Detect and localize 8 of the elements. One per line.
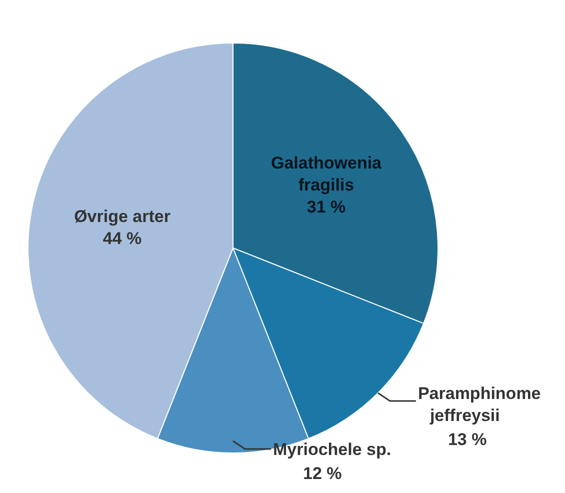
data-label: 44 % xyxy=(102,228,142,248)
data-label: 12 % xyxy=(303,464,342,483)
slice-label: Paramphinome jeffreysii xyxy=(418,384,541,425)
data-label: 13 % xyxy=(448,430,487,449)
slice-label: Galathowenia fragilis xyxy=(270,154,382,195)
slice-label: Myriochele sp. xyxy=(273,440,392,459)
slice-label: Øvrige arter xyxy=(74,206,171,226)
data-label: 31 % xyxy=(306,198,346,217)
